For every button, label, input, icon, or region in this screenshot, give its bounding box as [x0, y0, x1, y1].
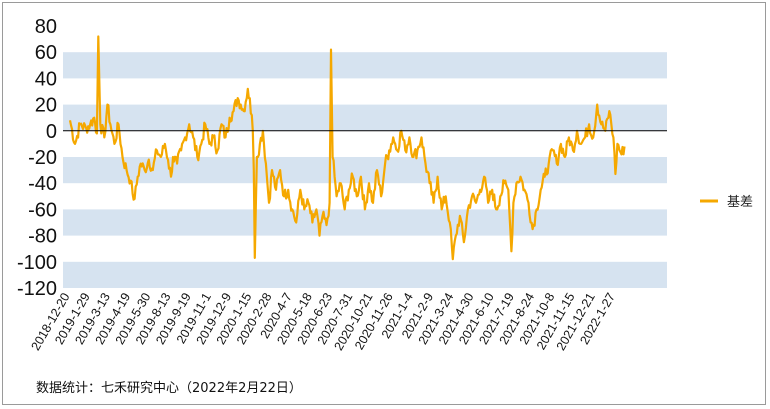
y-axis: 80 60 40 20 0 -20 -40 -60 -80 -100 -120 — [17, 16, 57, 300]
y-tick-label: 40 — [35, 68, 57, 90]
y-tick-label: -20 — [28, 147, 57, 169]
legend: 基差 — [700, 195, 753, 210]
grid-band — [63, 52, 667, 79]
y-tick-label: 80 — [35, 16, 57, 38]
series-line-jicha — [68, 35, 626, 261]
y-tick-label: 0 — [46, 121, 57, 143]
grid-band — [63, 104, 667, 131]
y-tick-label: 20 — [35, 95, 57, 117]
y-tick-label: -100 — [17, 252, 57, 274]
y-tick-label: -120 — [17, 278, 57, 300]
y-tick-label: -40 — [28, 173, 57, 195]
grid-bands — [63, 52, 667, 288]
y-tick-label: 60 — [35, 42, 57, 64]
grid-band — [63, 209, 667, 236]
legend-label: 基差 — [727, 195, 753, 210]
x-axis: 2018-12-202019-1-292019-3-132019-4-19201… — [28, 290, 618, 352]
grid-band — [63, 157, 667, 184]
grid-band — [63, 261, 667, 288]
y-tick-label: -60 — [28, 199, 57, 221]
y-tick-label: -80 — [28, 226, 57, 248]
data-source-note: 数据统计：七禾研究中心（2022年2月22日） — [36, 381, 302, 396]
